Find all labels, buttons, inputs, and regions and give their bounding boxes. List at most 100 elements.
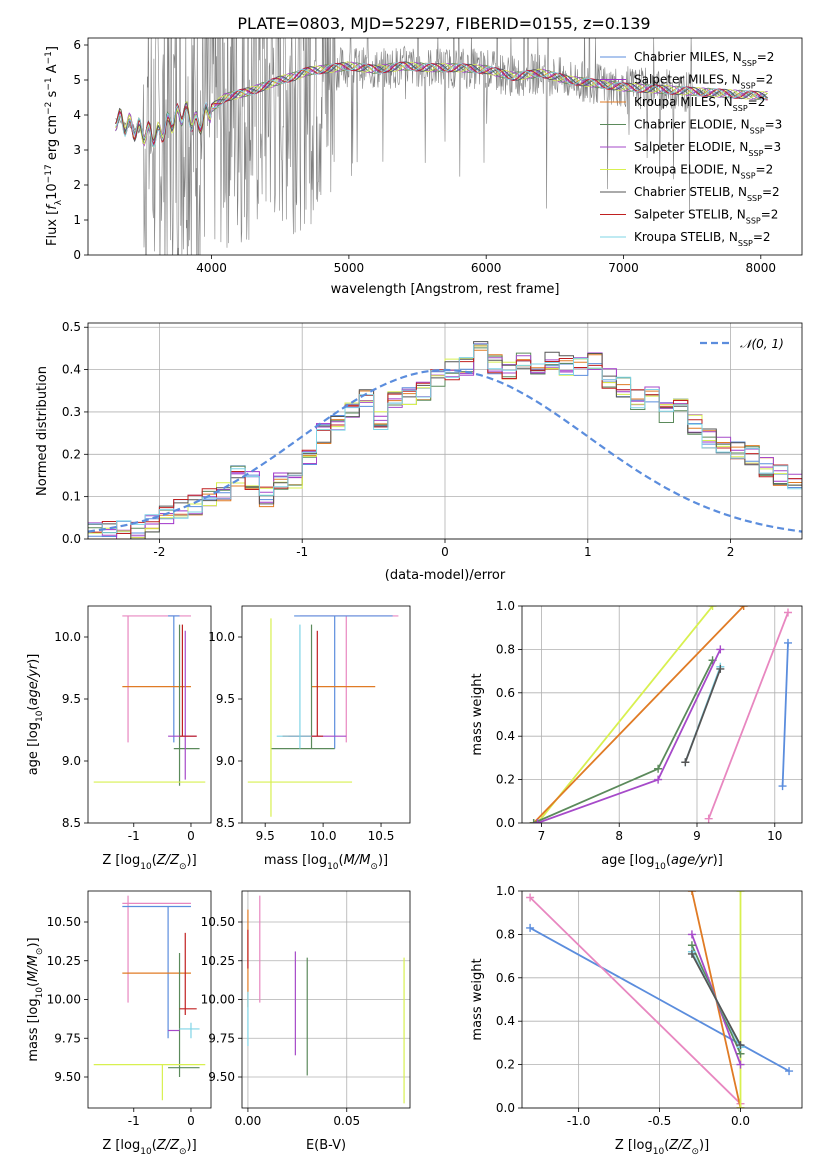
axes-frame <box>521 605 803 824</box>
ticks-mass-vs-Z: -1 0 9.50 9.75 10.00 10.25 10.50 <box>47 915 195 1128</box>
legend-entry: Salpeter MILES, NSSP=2 <box>634 73 773 91</box>
ticks-age-vs-mass: 9.5 10.0 10.5 8.5 9.0 9.5 10.0 <box>208 630 394 843</box>
x-tick-label: 1 <box>584 545 592 559</box>
weight-marker <box>708 606 717 610</box>
weight-marker <box>785 1067 794 1076</box>
y-tick-label: 1.0 <box>496 599 515 613</box>
y-tick-label: 0.4 <box>496 729 515 743</box>
legend-entry: Kroupa MILES, NSSP=2 <box>634 95 765 113</box>
weight-marker <box>784 608 792 617</box>
y-tick-label: 9.5 <box>62 692 81 706</box>
y-tick-label: 10.50 <box>201 915 235 929</box>
weight-marker <box>716 645 725 654</box>
axes-mass-vs-Z: -1 0 9.50 9.75 10.00 10.25 10.50 Z [log10(Z/Z⊙)… <box>26 890 212 1157</box>
x-tick-label: -1 <box>128 1114 140 1128</box>
axes-frame <box>241 890 411 1109</box>
x-tick-label: -1 <box>128 829 140 843</box>
y-tick-label: 5 <box>73 73 81 87</box>
x-tick-label: 0.05 <box>333 1114 360 1128</box>
weight-marker <box>654 764 663 773</box>
axes-age-vs-mass: 9.5 10.0 10.5 8.5 9.0 9.5 10.0 mass [log10(M/M⊙… <box>208 605 411 872</box>
weight-line <box>533 606 745 823</box>
weight-marker <box>681 758 690 767</box>
legend-entry: Kroupa ELODIE, NSSP=2 <box>634 163 773 181</box>
y-tick-label: 9.50 <box>54 1070 81 1084</box>
y-tick-label: 0.8 <box>496 927 515 941</box>
ticks-weight-vs-age: 7 8 9 10 0.0 0.2 0.4 0.6 0.8 1.0 <box>496 599 783 843</box>
legend-entry: Chabrier STELIB, NSSP=2 <box>634 185 780 203</box>
weight-line <box>684 668 722 763</box>
model-line <box>115 62 768 148</box>
legend-entry: 𝒩(0, 1) <box>740 337 784 351</box>
x-axis-label: (data-model)/error <box>385 568 506 583</box>
y-tick-label: 0.6 <box>496 971 515 985</box>
x-tick-label: -1.0 <box>567 1114 590 1128</box>
y-tick-label: 2 <box>73 178 81 192</box>
x-tick-label: 10.0 <box>310 829 337 843</box>
weight-line <box>691 953 742 1046</box>
y-axis-label: mass weight <box>470 673 485 755</box>
x-tick-label: -1 <box>296 545 308 559</box>
x-tick-label: 9 <box>693 829 701 843</box>
y-tick-label: 0.2 <box>62 447 81 461</box>
legend-entry: Salpeter STELIB, NSSP=2 <box>634 208 778 226</box>
x-tick-label: 0.00 <box>235 1114 262 1128</box>
axes-frame <box>241 605 411 824</box>
figure-title: PLATE=0803, MJD=52297, FIBERID=0155, z=0… <box>237 14 650 33</box>
ticks-weight-vs-Z: -1.0 -0.5 0.0 0.0 0.2 0.4 0.6 0.8 1.0 <box>496 884 750 1128</box>
plot-area-mass-vs-EBV <box>247 895 405 1104</box>
weight-marker <box>736 1041 745 1050</box>
x-axis-label: mass [log10(M/M⊙)] <box>264 853 388 872</box>
x-axis-label: wavelength [Angstrom, rest frame] <box>331 282 560 297</box>
x-tick-label: -0.5 <box>648 1114 671 1128</box>
y-tick-label: 10.25 <box>47 954 81 968</box>
x-tick-label: 8 <box>615 829 623 843</box>
axes-weight-vs-age: 7 8 9 10 0.0 0.2 0.4 0.6 0.8 1.0 age [log10(age/yr… <box>470 599 803 872</box>
weight-marker <box>736 1104 745 1108</box>
x-tick-label: 9.5 <box>256 829 275 843</box>
y-tick-label: 9.75 <box>208 1031 235 1045</box>
weight-marker <box>529 819 538 823</box>
weight-marker <box>526 923 535 932</box>
y-tick-label: 0.0 <box>496 1101 515 1115</box>
axes-frame <box>87 890 212 1109</box>
plot-area-residuals <box>88 341 802 539</box>
weight-marker <box>736 1060 745 1069</box>
plot-area-weight-vs-Z <box>526 891 794 1108</box>
y-tick-label: 4 <box>73 108 81 122</box>
axes-frame <box>87 322 803 540</box>
weight-line <box>529 927 790 1072</box>
x-tick-label: 4000 <box>196 261 227 275</box>
y-tick-label: 10.00 <box>47 993 81 1007</box>
x-tick-label: 5000 <box>334 261 365 275</box>
x-tick-label: 6000 <box>471 261 502 275</box>
legend-entry: Kroupa STELIB, NSSP=2 <box>634 230 771 248</box>
weight-marker <box>687 930 696 939</box>
y-tick-label: 0.6 <box>496 686 515 700</box>
weight-marker <box>704 814 713 823</box>
y-tick-label: 1.0 <box>496 884 515 898</box>
y-axis-label: Flux [fλ10−17 erg cm−2 s−1 A−1] <box>44 46 64 246</box>
x-tick-label: 7 <box>538 829 546 843</box>
x-axis-label: Z [log10(Z/Z⊙)] <box>102 1138 196 1157</box>
x-axis-label: Z [log10(Z/Z⊙)] <box>102 853 196 872</box>
model-line <box>115 62 768 149</box>
y-tick-label: 8.5 <box>62 816 81 830</box>
y-tick-label: 9.0 <box>62 754 81 768</box>
y-axis-label: age [log10(age/yr)] <box>26 654 45 776</box>
axes-spectrum: 4000 5000 6000 7000 8000 0 1 2 3 4 5 6 Chabrier MILE… <box>44 37 803 297</box>
axes-frame <box>87 37 803 256</box>
axes-age-vs-Z: -1 0 8.5 9.0 9.5 10.0 Z [log10(Z/Z⊙)] age [log1… <box>26 605 212 872</box>
weight-line <box>529 896 742 1105</box>
plot-area-spectrum <box>115 38 768 255</box>
y-tick-label: 10.0 <box>208 630 235 644</box>
y-axis-label: mass [log10(M/M⊙)] <box>26 937 45 1061</box>
x-axis-label: Z [log10(Z/Z⊙)] <box>615 1138 709 1157</box>
y-tick-label: 0.2 <box>496 1058 515 1072</box>
y-tick-label: 0.0 <box>62 532 81 546</box>
model-line <box>115 61 768 145</box>
weight-marker <box>687 949 696 958</box>
y-tick-label: 0.4 <box>62 363 81 377</box>
